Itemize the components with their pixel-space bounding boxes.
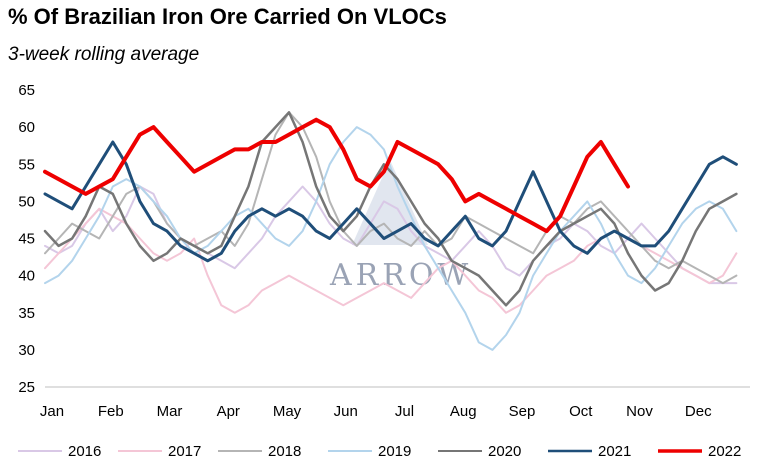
series-line-2022: [43, 117, 630, 234]
y-tick-label: 40: [18, 268, 35, 285]
x-tick-label: May: [273, 403, 302, 420]
x-tick-label: Dec: [685, 403, 712, 420]
x-tick-label: Apr: [217, 403, 240, 420]
series-line-2020: [43, 111, 738, 307]
y-tick-label: 55: [18, 156, 35, 173]
legend-label-2016: 2016: [68, 443, 101, 460]
series-line-2021: [43, 140, 738, 263]
chart-series: [43, 111, 738, 351]
chart-subtitle: 3-week rolling average: [8, 44, 200, 65]
series-line-2018: [44, 111, 738, 285]
chart-legend: 2016 2017 2018 2019 2020 2021 2022: [18, 443, 741, 460]
y-tick-label: 45: [18, 231, 35, 248]
series-line-2019: [44, 126, 738, 351]
x-tick-label: Mar: [157, 403, 183, 420]
legend-label-2022: 2022: [708, 443, 741, 460]
y-tick-label: 65: [18, 82, 35, 99]
x-tick-label: Oct: [569, 403, 593, 420]
legend-label-2019: 2019: [378, 443, 411, 460]
y-tick-label: 25: [18, 379, 35, 396]
x-tick-label: Sep: [509, 403, 536, 420]
x-tick-label: Jan: [40, 403, 64, 420]
x-tick-label: Aug: [450, 403, 477, 420]
x-tick-label: Feb: [98, 403, 124, 420]
x-tick-label: Nov: [626, 403, 653, 420]
x-tick-label: Jul: [395, 403, 414, 420]
y-tick-label: 35: [18, 305, 35, 322]
chart-axes: 25 30 35 40 45 50 55 60 65 Jan Feb Mar Apr May Jun Jul A…: [18, 82, 750, 420]
y-tick-label: 60: [18, 119, 35, 136]
legend-label-2018: 2018: [268, 443, 301, 460]
y-tick-label: 30: [18, 342, 35, 359]
chart-title: % Of Brazilian Iron Ore Carried On VLOCs: [8, 4, 447, 29]
y-tick-label: 50: [18, 193, 35, 210]
x-tick-label: Jun: [334, 403, 358, 420]
legend-label-2020: 2020: [488, 443, 521, 460]
legend-label-2017: 2017: [168, 443, 201, 460]
legend-label-2021: 2021: [598, 443, 631, 460]
